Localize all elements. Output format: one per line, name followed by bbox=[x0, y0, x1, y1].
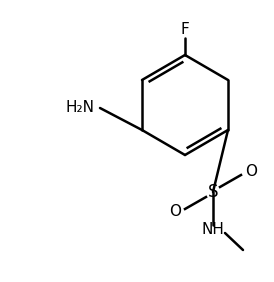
Text: NH: NH bbox=[202, 222, 224, 237]
Text: S: S bbox=[208, 183, 218, 201]
Text: H₂N: H₂N bbox=[65, 100, 95, 116]
Text: O: O bbox=[169, 204, 181, 219]
Text: O: O bbox=[245, 164, 257, 180]
Text: F: F bbox=[181, 23, 189, 38]
